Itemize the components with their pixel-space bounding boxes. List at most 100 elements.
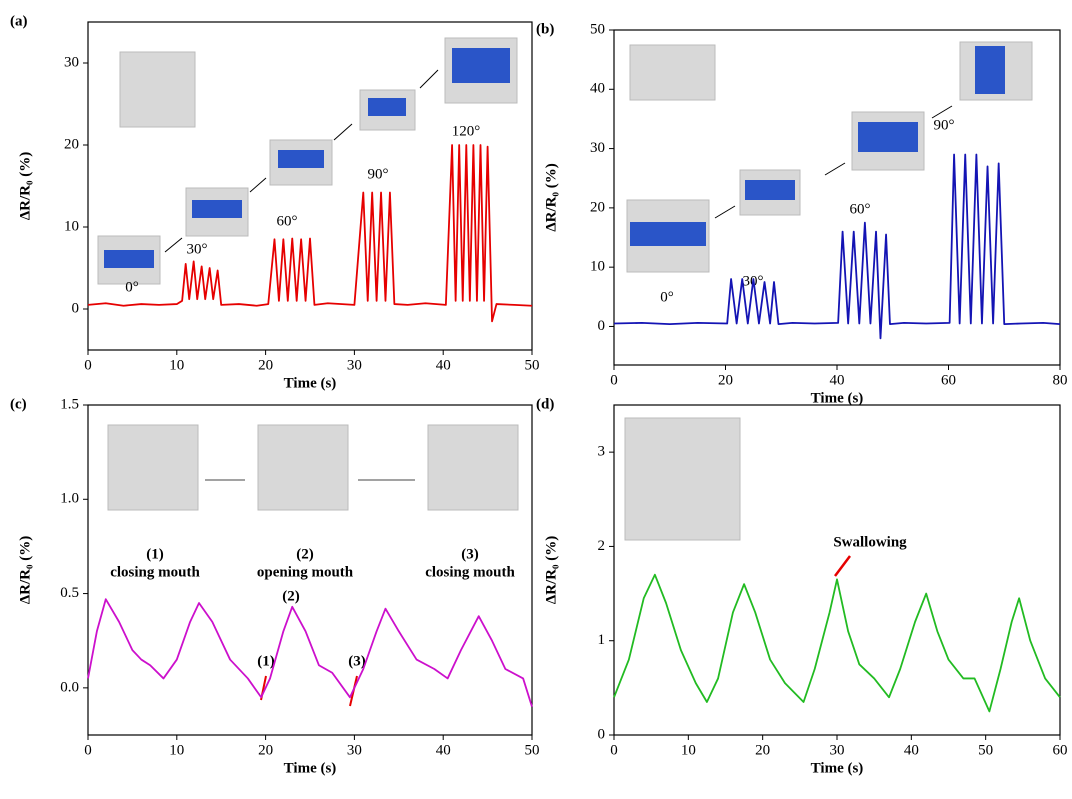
plot-frame — [87, 21, 533, 351]
glove — [745, 180, 795, 200]
y-axis-label: ΔR/R₀ (%) — [17, 152, 33, 220]
x-tick-label: 60 — [1053, 742, 1068, 758]
photo — [119, 51, 196, 128]
photo — [107, 424, 199, 511]
arrow — [714, 205, 736, 219]
annotation: 120° — [452, 123, 481, 139]
y-tick-label: 1.0 — [60, 491, 79, 507]
annotation: closing mouth — [110, 564, 200, 580]
y-axis-label: ΔR/R₀ (%) — [543, 536, 559, 604]
panel-label: (c) — [10, 396, 27, 412]
x-axis-label: Time (s) — [284, 760, 337, 776]
x-axis-label: Time (s) — [811, 760, 864, 776]
y-tick-label: 0.0 — [60, 679, 79, 695]
x-tick-label: 40 — [830, 372, 845, 388]
x-tick-label: 10 — [169, 357, 184, 373]
glove — [452, 48, 510, 83]
illustrations — [97, 37, 1033, 707]
annotation: (2) — [282, 588, 300, 604]
glove — [278, 150, 324, 168]
signal-line — [613, 573, 1061, 713]
x-tick-label: 20 — [258, 742, 273, 758]
arrow — [931, 105, 953, 119]
annotation: 30° — [187, 241, 208, 257]
annotation: (3) — [461, 546, 479, 562]
glove — [630, 222, 706, 246]
y-tick-label: 40 — [590, 81, 605, 97]
y-tick-label: 10 — [590, 259, 605, 275]
annotation: (1) — [257, 653, 275, 669]
x-tick-label: 10 — [169, 742, 184, 758]
y-tick-label: 20 — [590, 199, 605, 215]
annotation: (3) — [348, 653, 366, 669]
panel-label: (d) — [536, 396, 554, 412]
x-tick-label: 50 — [525, 742, 540, 758]
glove — [368, 98, 406, 116]
y-tick-label: 3 — [598, 444, 606, 460]
y-tick-label: 1 — [598, 632, 606, 648]
annotation: Swallowing — [833, 534, 907, 550]
x-tick-label: 50 — [525, 357, 540, 373]
x-tick-label: 0 — [84, 742, 92, 758]
x-tick-label: 0 — [84, 357, 92, 373]
signal-line — [87, 598, 533, 707]
x-tick-label: 60 — [941, 372, 956, 388]
y-tick-label: 2 — [598, 538, 606, 554]
x-axis-label: Time (s) — [284, 375, 337, 391]
annotation: 0° — [660, 289, 674, 305]
glove — [975, 46, 1005, 94]
x-tick-label: 0 — [610, 742, 618, 758]
x-tick-label: 80 — [1053, 372, 1068, 388]
y-tick-label: 30 — [64, 54, 79, 70]
photo — [257, 424, 349, 511]
y-tick-label: 30 — [590, 140, 605, 156]
y-tick-label: 0 — [72, 300, 80, 316]
y-axis-label: ΔR/R₀ (%) — [17, 536, 33, 604]
annotation: (1) — [146, 546, 164, 562]
photo — [624, 417, 741, 541]
glove — [104, 250, 154, 268]
y-tick-label: 50 — [590, 21, 605, 37]
x-tick-label: 20 — [258, 357, 273, 373]
red-arrow — [834, 555, 851, 577]
x-axis-label: Time (s) — [811, 390, 864, 406]
glove — [858, 122, 918, 152]
y-tick-label: 10 — [64, 218, 79, 234]
annotation: 60° — [277, 213, 298, 229]
y-tick-label: 20 — [64, 136, 79, 152]
annotation: closing mouth — [425, 564, 515, 580]
glove — [192, 200, 242, 218]
arrow — [249, 177, 267, 193]
y-tick-label: 0 — [598, 726, 606, 742]
x-tick-label: 30 — [347, 742, 362, 758]
photo — [427, 424, 519, 511]
x-tick-label: 40 — [904, 742, 919, 758]
y-axis-label: ΔR/R₀ (%) — [543, 163, 559, 231]
annotation: 90° — [368, 166, 389, 182]
signal-line — [87, 144, 533, 323]
x-tick-label: 40 — [436, 357, 451, 373]
x-tick-label: 30 — [347, 357, 362, 373]
photo — [629, 44, 716, 101]
panel-label: (a) — [10, 13, 28, 29]
y-tick-label: 1.5 — [60, 396, 79, 412]
arrow — [824, 162, 846, 176]
x-tick-label: 20 — [718, 372, 733, 388]
y-tick-label: 0.5 — [60, 585, 79, 601]
plot-frame — [87, 404, 533, 736]
y-tick-label: 0 — [598, 318, 606, 334]
x-tick-label: 30 — [830, 742, 845, 758]
x-tick-label: 0 — [610, 372, 618, 388]
x-tick-label: 40 — [436, 742, 451, 758]
arrow — [419, 69, 439, 89]
annotation: opening mouth — [257, 564, 354, 580]
x-tick-label: 10 — [681, 742, 696, 758]
signal-line — [613, 153, 1061, 340]
arrow — [333, 123, 353, 141]
annotation: 0° — [125, 279, 139, 295]
x-tick-label: 50 — [978, 742, 993, 758]
x-tick-label: 20 — [755, 742, 770, 758]
arrow — [164, 237, 183, 253]
annotation: 90° — [934, 117, 955, 133]
